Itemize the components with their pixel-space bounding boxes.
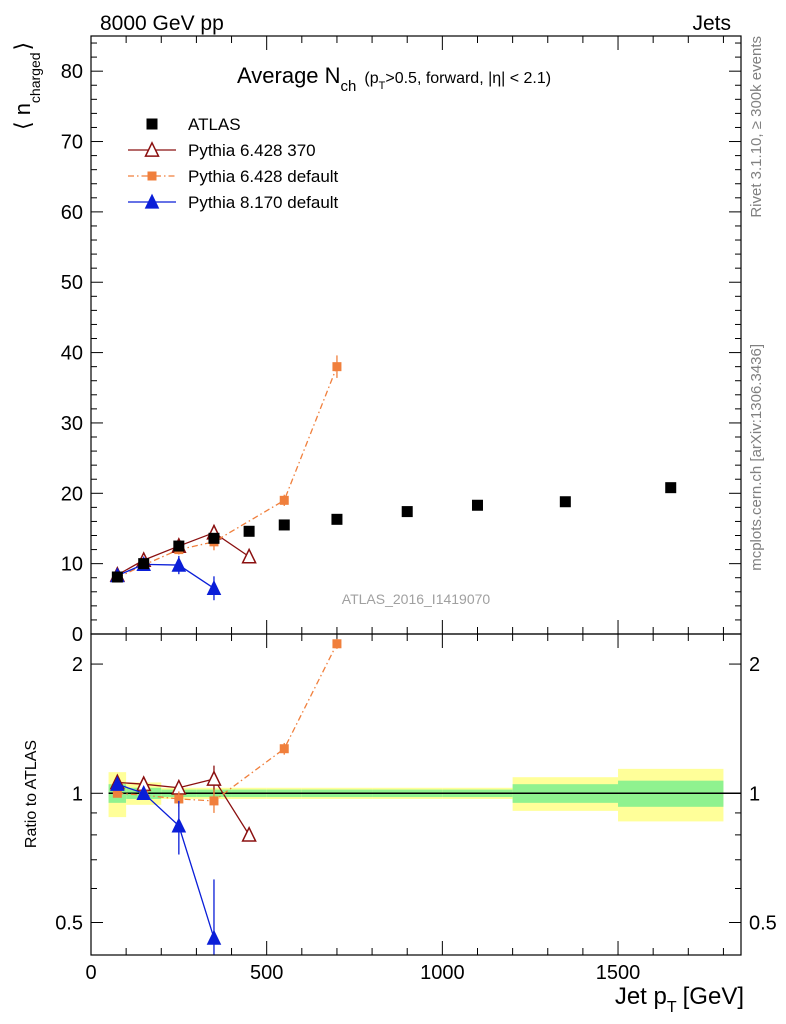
x-tick-label: 1000: [420, 962, 465, 984]
ratio-point: [136, 784, 152, 800]
legend-label: Pythia 6.428 default: [188, 167, 339, 186]
ratio-point: [332, 639, 342, 649]
x-tick-label: 1500: [596, 962, 641, 984]
data-point: [278, 519, 290, 531]
y-tick-label: 30: [61, 413, 83, 435]
ratio-uncertainty-bands: [108, 768, 741, 822]
series-line: [117, 366, 338, 579]
ratio-line: [117, 783, 215, 939]
ratio-line: [117, 643, 338, 802]
y-tick-label: 80: [61, 61, 83, 83]
ratio-x-axis: 0 500 1000 1500: [85, 634, 724, 984]
data-point: [138, 558, 150, 570]
header-left: 8000 GeV pp: [100, 12, 224, 35]
ratio-series-pythia-8-170-default: [110, 775, 222, 955]
ratio-point: [112, 788, 122, 798]
ratio-point: [206, 929, 222, 945]
ratio-y-axis: 0.5 0.5 1 1 2 2: [55, 654, 777, 934]
series-line: [117, 563, 215, 589]
legend-entry-pythia-6-428-370: Pythia 6.428 370: [128, 141, 316, 160]
ratio-point: [209, 796, 219, 806]
ratio-frame: [90, 633, 742, 956]
plot-title: Average Nch (pT>0.5, forward, |η| < 2.1): [237, 63, 551, 95]
main-y-axis: 0 10 20 30 40 50 60 70 80: [61, 42, 741, 646]
main-panel: 0 10 20 30 40 50 60 70 80 Average Nch (pT>0.5, fo…: [10, 35, 742, 646]
legend-label: Pythia 8.170 default: [188, 193, 339, 212]
analysis-watermark: ATLAS_2016_I1419070: [342, 591, 491, 607]
data-point: [331, 513, 343, 525]
mcplots-note: mcplots.cern.ch [arXiv:1306.3436]: [748, 344, 765, 571]
main-x-axis: [90, 36, 724, 634]
data-point: [208, 532, 220, 544]
ratio-point: [279, 744, 289, 754]
ratio-y-axis-label: Ratio to ATLAS: [23, 740, 40, 848]
y-tick-label: 10: [61, 554, 83, 576]
legend-entry-pythia-6-428-default: Pythia 6.428 default: [128, 167, 339, 186]
legend-marker: [147, 171, 157, 181]
y-tick-label: 20: [61, 483, 83, 505]
ratio-point: [171, 817, 187, 833]
y-axis-label: ⟨ ncharged⟩: [10, 42, 43, 130]
y-tick-label: 0: [72, 624, 83, 646]
rivet-note: Rivet 3.1.10, ≥ 300k events: [748, 36, 765, 218]
data-point: [332, 362, 342, 372]
data-point: [171, 556, 187, 572]
data-point: [401, 506, 413, 518]
x-tick-label: 0: [85, 962, 96, 984]
ratio-point: [110, 775, 125, 791]
series-pythia-8-170-default: [110, 555, 222, 601]
y-tick-label: 70: [61, 132, 83, 154]
header-right: Jets: [692, 12, 731, 35]
data-point: [665, 482, 677, 494]
legend: ATLAS Pythia 6.428 370 Pythia 6.428 defaul…: [128, 115, 339, 212]
data-point: [206, 579, 222, 595]
legend-marker: [144, 141, 160, 157]
series-atlas: [111, 482, 677, 583]
ratio-point: [206, 770, 222, 786]
main-series-layer: [109, 355, 677, 601]
ratio-panel: 0.5 0.5 1 1 2 2 0 500 1000 1500 Ratio to ATLAS J…: [23, 633, 777, 1016]
ratio-tick-label: 2: [749, 654, 760, 676]
ratio-point: [241, 825, 257, 842]
legend-label: ATLAS: [188, 115, 241, 134]
data-point: [173, 540, 185, 552]
data-point: [279, 495, 289, 505]
y-tick-label: 40: [61, 343, 83, 365]
data-point: [471, 499, 483, 511]
data-point: [243, 525, 255, 537]
data-point: [559, 496, 571, 508]
svg-text:⟨ ncharged⟩: ⟨ ncharged⟩: [10, 42, 43, 130]
ratio-tick-label: 1: [749, 783, 760, 805]
series-pythia-6-428-default: [112, 355, 342, 583]
ratio-tick-label: 0.5: [55, 912, 83, 934]
x-axis-label: Jet pT [GeV]: [615, 983, 744, 1016]
legend-entry-atlas: ATLAS: [146, 115, 241, 134]
data-point: [111, 571, 123, 583]
y-tick-label: 50: [61, 272, 83, 294]
data-point: [241, 547, 257, 564]
ratio-tick-label: 1: [72, 783, 83, 805]
legend-label: Pythia 6.428 370: [188, 141, 316, 160]
ratio-tick-label: 2: [72, 654, 83, 676]
x-tick-label: 500: [250, 962, 283, 984]
ratio-point: [174, 794, 184, 804]
ratio-series-layer: [109, 638, 342, 955]
legend-marker: [146, 118, 158, 130]
y-tick-label: 60: [61, 202, 83, 224]
ratio-tick-label: 0.5: [749, 912, 777, 934]
legend-entry-pythia-8-170-default: Pythia 8.170 default: [128, 193, 339, 212]
legend-marker: [144, 193, 160, 209]
